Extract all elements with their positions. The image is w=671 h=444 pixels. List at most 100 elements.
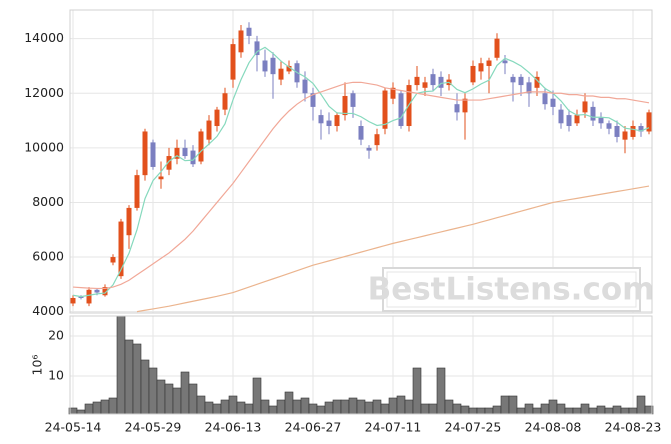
volume-bar <box>220 399 230 415</box>
candle-body <box>70 297 76 304</box>
marks <box>68 22 654 415</box>
candle-body <box>286 65 292 72</box>
volume-bar <box>428 403 438 415</box>
volume-bar <box>420 403 430 415</box>
candle-body <box>566 115 572 127</box>
candle-body <box>590 106 596 121</box>
volume-bar <box>140 359 150 415</box>
volume-bar <box>340 399 350 415</box>
y-tick-label: 4000 <box>32 303 64 318</box>
candle-body <box>414 76 420 86</box>
volume-bar <box>180 371 190 415</box>
candle-body <box>382 90 388 129</box>
volume-bar <box>244 403 254 415</box>
candle-body <box>86 289 92 304</box>
candle-body <box>302 79 308 94</box>
candle-body <box>326 120 332 127</box>
candle-body <box>550 98 556 107</box>
moving-average <box>72 81 650 290</box>
candle-body <box>310 93 316 107</box>
watermark-inner-border <box>386 271 637 308</box>
candle-body <box>262 60 268 72</box>
candle-body <box>94 289 100 293</box>
volume-tick-label: 20 <box>48 328 64 343</box>
candle-body <box>462 98 468 113</box>
x-tick-label: 24-08-23 <box>605 420 662 435</box>
x-tick-label: 24-05-14 <box>45 420 102 435</box>
candle-body <box>470 65 476 83</box>
x-tick-label: 24-07-25 <box>445 420 502 435</box>
volume-bar <box>572 407 582 415</box>
volume-bar <box>84 403 94 415</box>
candle-body <box>118 221 124 277</box>
candle-body <box>374 134 380 146</box>
volume-bar <box>300 397 310 415</box>
candle-body <box>110 257 116 263</box>
candle-body <box>558 109 564 124</box>
candle-body <box>510 76 516 83</box>
volume-bar <box>364 401 374 415</box>
volume-bar <box>172 387 182 415</box>
volume-bar <box>108 397 118 415</box>
volume-bar <box>116 315 126 415</box>
y-tick-label: 12000 <box>24 85 64 100</box>
volume-bar <box>276 399 286 415</box>
volume-bar <box>100 399 110 415</box>
x-tick-label: 24-06-27 <box>285 420 342 435</box>
candle-body <box>358 126 364 140</box>
candle-body <box>422 82 428 88</box>
volume-bar <box>548 399 558 415</box>
volume-bar <box>460 405 470 415</box>
volume-bar <box>516 407 526 415</box>
volume-bar <box>612 405 622 415</box>
candle-body <box>254 41 260 56</box>
candle-body <box>486 60 492 66</box>
volume-bar <box>556 403 566 415</box>
candle-body <box>630 126 636 137</box>
volume-bar <box>396 395 406 415</box>
x-tick-label: 24-05-29 <box>125 420 182 435</box>
volume-bar <box>532 407 542 415</box>
volume-bar <box>380 403 390 415</box>
candle-body <box>198 131 204 162</box>
volume-bar <box>356 399 366 415</box>
volume-bar <box>316 405 326 415</box>
volume-bar <box>404 399 414 415</box>
x-tick-label: 24-07-11 <box>365 420 422 435</box>
volume-bar <box>156 379 166 415</box>
candle-body <box>182 147 188 157</box>
candle-body <box>398 93 404 127</box>
volume-bar <box>540 403 550 415</box>
volume-bar <box>164 383 174 415</box>
candle-body <box>574 115 580 124</box>
volume-bar <box>324 401 334 415</box>
candle-body <box>174 147 180 159</box>
candle-body <box>134 175 140 208</box>
watermark-box: BestListens.com <box>368 267 655 312</box>
volume-bar <box>148 367 158 415</box>
candle-body <box>278 68 284 80</box>
candle-body <box>270 57 276 75</box>
volume-bar <box>76 409 86 415</box>
candle-body <box>582 101 588 113</box>
y-tick-label: 14000 <box>24 30 64 45</box>
volume-bar <box>308 403 318 415</box>
candle-body <box>526 82 532 94</box>
volume-bar <box>212 403 222 415</box>
volume-bar <box>284 391 294 415</box>
volume-bar <box>476 407 486 415</box>
volume-bar <box>412 367 422 415</box>
candle-body <box>454 104 460 113</box>
candle-body <box>494 38 500 58</box>
candle-body <box>190 150 196 165</box>
volume-bar <box>636 395 646 415</box>
volume-bar <box>252 377 262 415</box>
watermark: BestListens.com <box>368 272 655 308</box>
volume-bar <box>596 405 606 415</box>
moving-average <box>136 185 650 313</box>
candle-body <box>542 93 548 105</box>
volume-bar <box>332 399 342 415</box>
volume-bar <box>196 395 206 415</box>
candle-body <box>230 44 236 80</box>
candle-body <box>534 76 540 88</box>
